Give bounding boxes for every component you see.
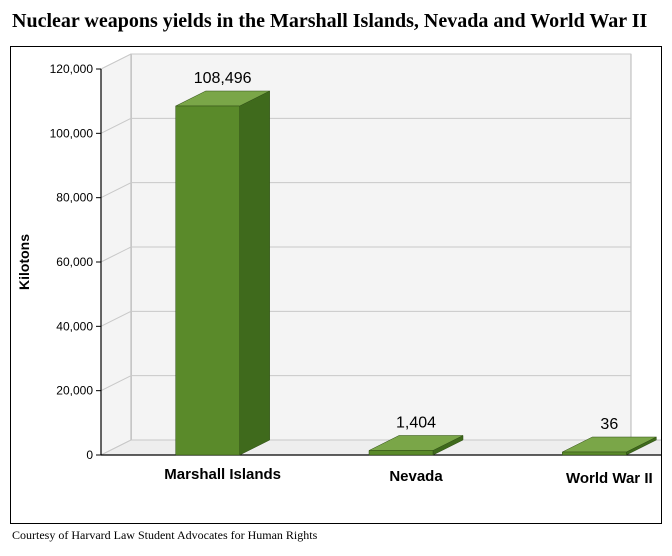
bar-front — [369, 450, 433, 455]
y-axis-label: Kilotons — [16, 234, 32, 290]
bar-value-label: 108,496 — [194, 70, 252, 87]
bar-front — [562, 452, 626, 455]
bar-front — [176, 106, 240, 455]
y-tick-label: 80,000 — [56, 191, 93, 205]
y-tick-label: 120,000 — [50, 62, 94, 76]
chart-container: 0 20,000 40,000 60,000 80,000 100,000 120,000 K… — [10, 46, 662, 524]
x-category-label: World War II — [566, 470, 653, 487]
y-tick-label: 40,000 — [56, 319, 93, 333]
x-category-label: Marshall Islands — [164, 466, 281, 483]
bar-value-label: 1,404 — [396, 414, 436, 431]
y-tick-label: 20,000 — [56, 384, 93, 398]
y-tick-label: 0 — [86, 448, 93, 462]
bar-side — [240, 91, 270, 455]
x-category-label: Nevada — [389, 468, 443, 485]
chart-title: Nuclear weapons yields in the Marshall I… — [12, 10, 647, 33]
bar-chart-3d: 0 20,000 40,000 60,000 80,000 100,000 120,000 K… — [11, 47, 661, 523]
attribution-text: Courtesy of Harvard Law Student Advocate… — [12, 528, 317, 543]
y-tick-label: 60,000 — [56, 255, 93, 269]
bar-value-label: 36 — [600, 416, 618, 433]
y-tick-label: 100,000 — [50, 126, 94, 140]
